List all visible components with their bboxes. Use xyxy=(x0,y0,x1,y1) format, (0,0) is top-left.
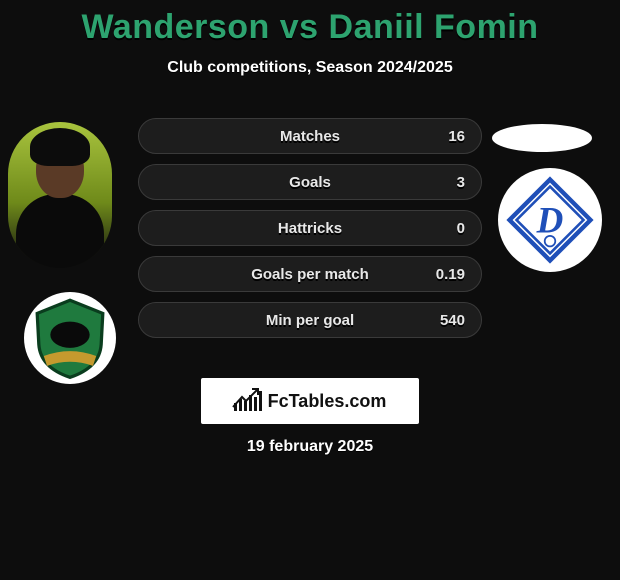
player-photo-left xyxy=(8,122,112,268)
brand-text: FcTables.com xyxy=(268,391,387,412)
club-badge-right: D xyxy=(498,168,602,272)
krasnodar-shield-icon xyxy=(29,297,111,379)
stat-row: Goals per match 0.19 xyxy=(138,256,482,292)
club-badge-left xyxy=(24,292,116,384)
svg-text:D: D xyxy=(536,199,564,240)
stats-list: Matches 16 Goals 3 Hattricks 0 Goals per… xyxy=(138,118,482,348)
bar-chart-icon xyxy=(234,391,262,411)
stat-value: 540 xyxy=(440,312,465,329)
stat-label: Matches xyxy=(139,128,481,145)
stat-row: Min per goal 540 xyxy=(138,302,482,338)
stat-row: Goals 3 xyxy=(138,164,482,200)
stat-label: Goals xyxy=(139,174,481,191)
stat-value: 3 xyxy=(457,174,465,191)
dynamo-diamond-icon: D xyxy=(506,176,594,264)
stat-value: 0.19 xyxy=(436,266,465,283)
stat-row: Matches 16 xyxy=(138,118,482,154)
page-title: Wanderson vs Daniil Fomin xyxy=(0,0,620,47)
stat-label: Hattricks xyxy=(139,220,481,237)
stat-label: Goals per match xyxy=(139,266,481,283)
subtitle: Club competitions, Season 2024/2025 xyxy=(0,59,620,77)
stat-label: Min per goal xyxy=(139,312,481,329)
stat-value: 0 xyxy=(457,220,465,237)
date-label: 19 february 2025 xyxy=(0,438,620,456)
player-photo-right-placeholder xyxy=(492,124,592,152)
stat-value: 16 xyxy=(448,128,465,145)
stat-row: Hattricks 0 xyxy=(138,210,482,246)
brand-badge: FcTables.com xyxy=(201,378,419,424)
